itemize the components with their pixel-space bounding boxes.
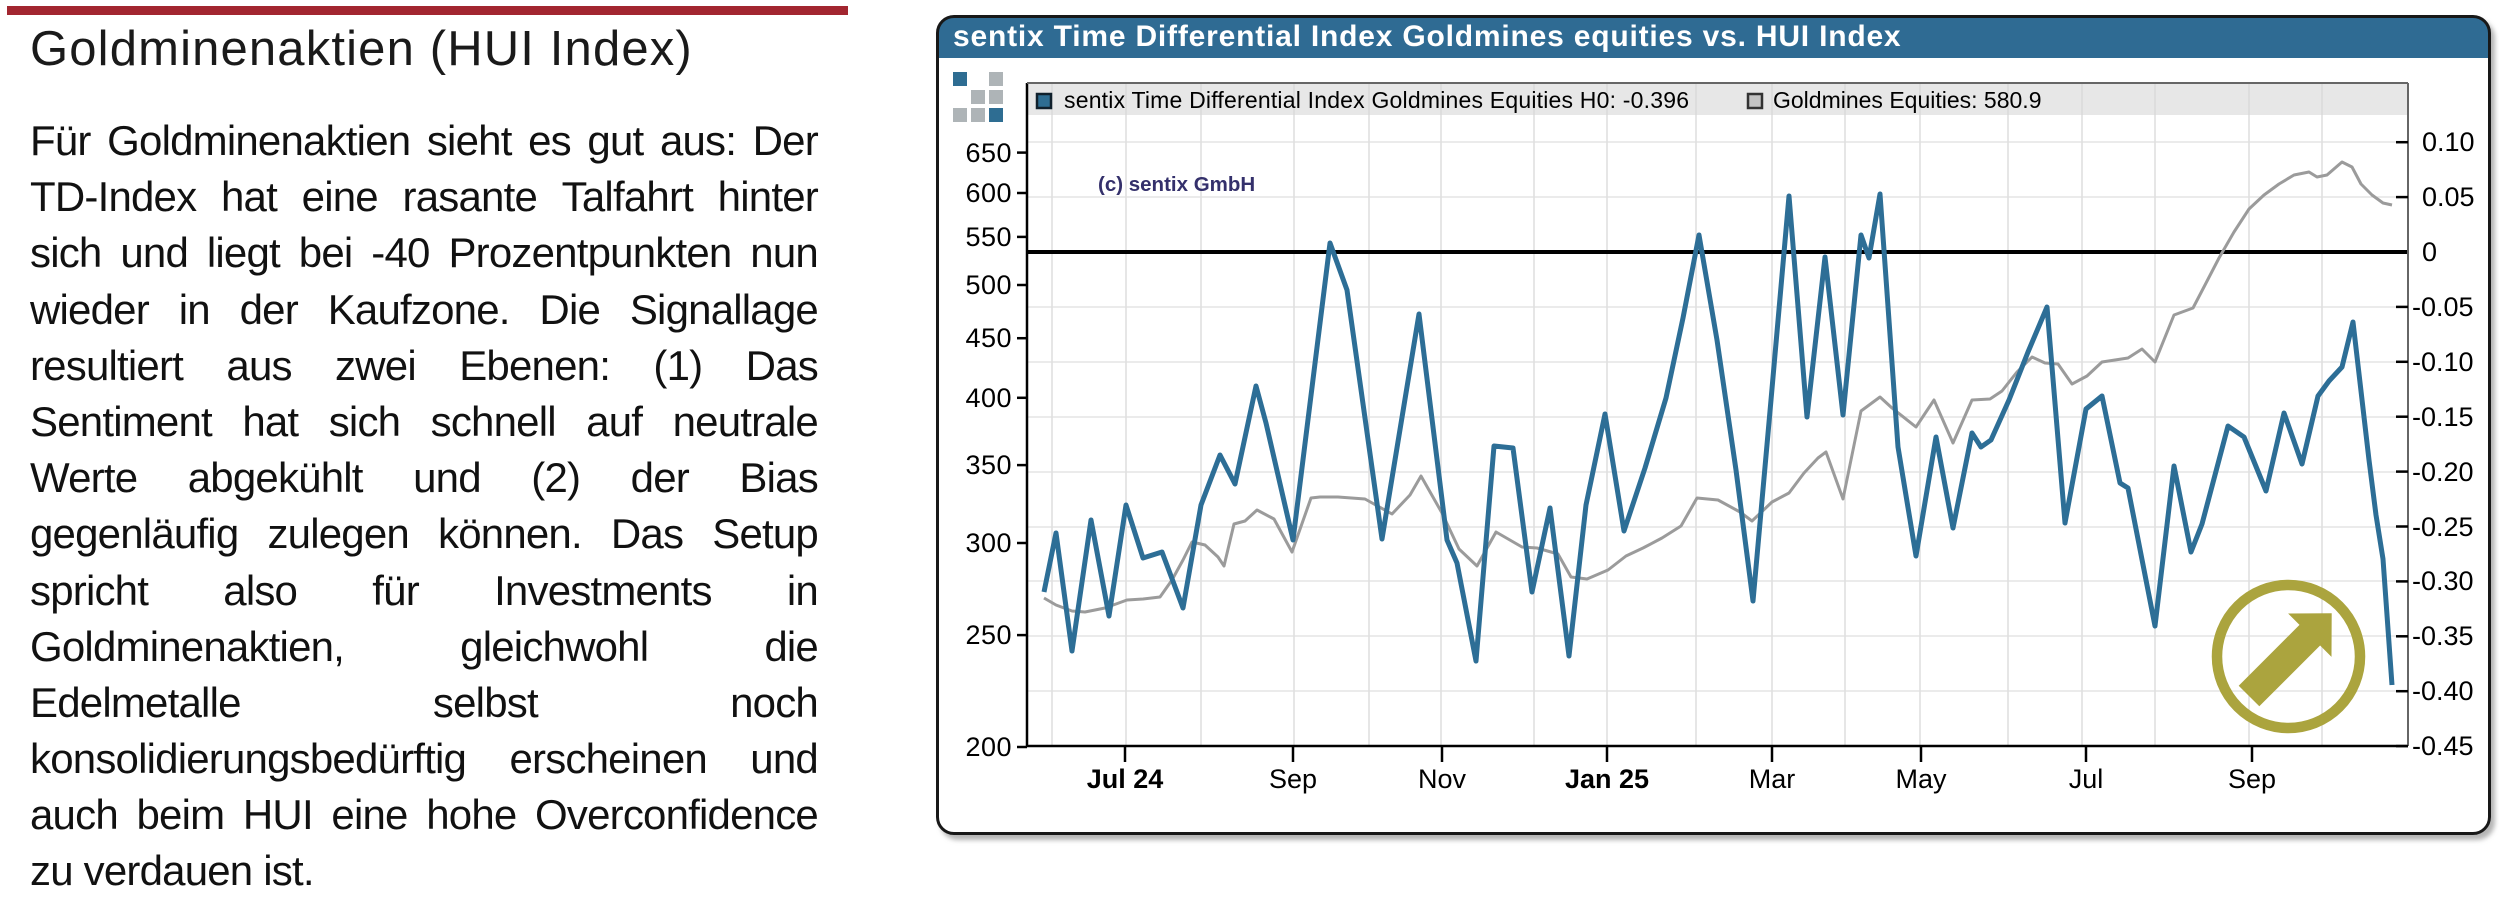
svg-text:-0.05: -0.05 bbox=[2412, 292, 2474, 322]
svg-text:550: 550 bbox=[965, 222, 1012, 252]
svg-text:-0.35: -0.35 bbox=[2412, 621, 2474, 651]
svg-text:300: 300 bbox=[965, 528, 1012, 558]
svg-text:0.05: 0.05 bbox=[2422, 182, 2475, 212]
svg-text:600: 600 bbox=[965, 178, 1012, 208]
svg-text:Sep: Sep bbox=[1269, 764, 1317, 794]
svg-text:Mar: Mar bbox=[1749, 764, 1796, 794]
svg-text:-0.40: -0.40 bbox=[2412, 676, 2474, 706]
svg-text:400: 400 bbox=[965, 383, 1012, 413]
svg-text:Goldmines Equities: 580.9: Goldmines Equities: 580.9 bbox=[1773, 87, 2042, 113]
svg-text:200: 200 bbox=[965, 732, 1012, 762]
svg-text:450: 450 bbox=[965, 323, 1012, 353]
svg-text:-0.25: -0.25 bbox=[2412, 512, 2474, 542]
svg-text:-0.15: -0.15 bbox=[2412, 402, 2474, 432]
svg-text:0: 0 bbox=[2422, 237, 2437, 267]
svg-text:350: 350 bbox=[965, 450, 1012, 480]
svg-text:sentix Time Differential Index: sentix Time Differential Index Goldmines… bbox=[1064, 87, 1689, 113]
svg-text:-0.20: -0.20 bbox=[2412, 457, 2474, 487]
svg-text:Jul 24: Jul 24 bbox=[1087, 764, 1164, 794]
svg-text:Jan 25: Jan 25 bbox=[1565, 764, 1649, 794]
svg-text:650: 650 bbox=[965, 138, 1012, 168]
svg-text:(c) sentix GmbH: (c) sentix GmbH bbox=[1098, 173, 1255, 196]
svg-text:May: May bbox=[1895, 764, 1947, 794]
svg-text:250: 250 bbox=[965, 620, 1012, 650]
svg-text:Jul: Jul bbox=[2069, 764, 2104, 794]
svg-text:-0.10: -0.10 bbox=[2412, 347, 2474, 377]
svg-text:Nov: Nov bbox=[1418, 764, 1467, 794]
svg-text:Sep: Sep bbox=[2228, 764, 2276, 794]
svg-text:-0.45: -0.45 bbox=[2412, 731, 2474, 761]
svg-text:0.10: 0.10 bbox=[2422, 127, 2475, 157]
svg-text:-0.30: -0.30 bbox=[2412, 566, 2474, 596]
svg-text:500: 500 bbox=[965, 270, 1012, 300]
